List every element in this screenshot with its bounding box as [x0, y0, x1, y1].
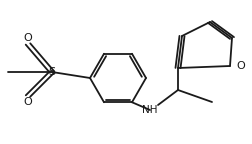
- Text: O: O: [236, 61, 245, 71]
- Text: S: S: [48, 67, 55, 77]
- Text: O: O: [24, 97, 32, 107]
- Text: NH: NH: [142, 105, 158, 115]
- Text: O: O: [24, 33, 32, 43]
